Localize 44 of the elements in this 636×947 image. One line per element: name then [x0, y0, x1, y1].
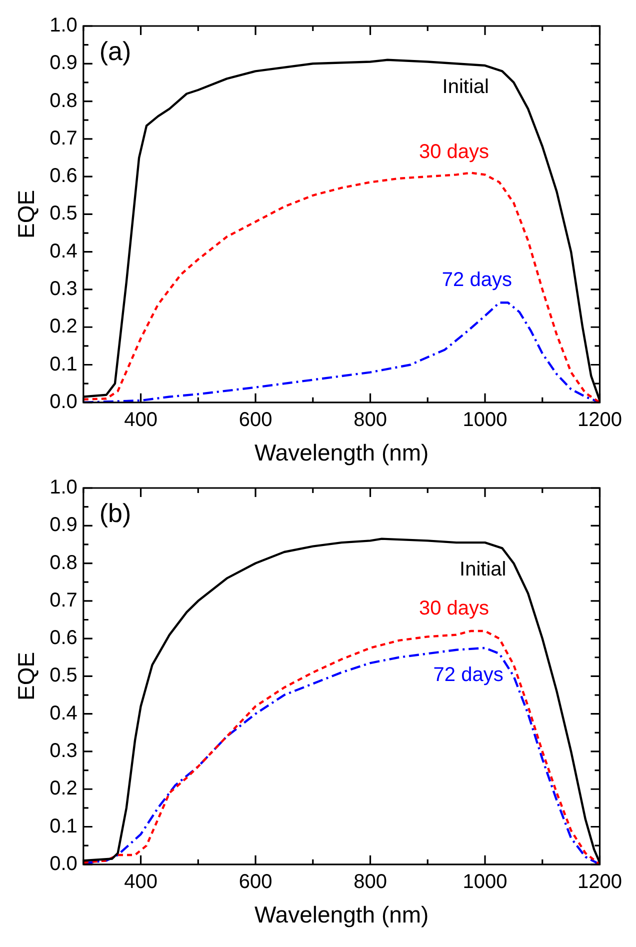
- y-tick-label: 0.6: [50, 165, 78, 188]
- x-tick-label: 1000: [462, 870, 508, 893]
- y-tick-label: 0.9: [50, 52, 78, 74]
- y-tick-label: 0.3: [50, 278, 78, 300]
- series-label: Initial: [460, 558, 506, 581]
- x-tick-label: 400: [124, 408, 158, 431]
- x-tick-label: 600: [238, 870, 272, 893]
- y-tick-label: 0.2: [50, 316, 78, 338]
- x-tick-label: 800: [354, 870, 387, 893]
- y-tick-label: 1.0: [50, 476, 78, 499]
- x-tick-label: 1000: [462, 408, 508, 431]
- x-tick-label: 600: [238, 408, 272, 431]
- y-tick-label: 0.3: [50, 740, 78, 762]
- y-axis-title: EQE: [13, 652, 40, 700]
- y-tick-label: 0.7: [50, 127, 78, 150]
- x-tick-label: 800: [354, 408, 387, 431]
- y-tick-label: 0.5: [50, 664, 78, 687]
- y-tick-label: 0.2: [50, 778, 78, 800]
- series-label: 30 days: [418, 141, 490, 164]
- series-label: 72 days: [433, 664, 504, 686]
- series-label: 72 days: [442, 269, 512, 292]
- x-axis-title: Wavelength (nm): [254, 902, 429, 928]
- y-tick-label: 0.6: [50, 627, 78, 650]
- annotation: (a): [99, 36, 132, 66]
- x-tick-label: 400: [124, 870, 158, 893]
- series-label: 30 days: [418, 598, 490, 620]
- y-tick-label: 0.0: [50, 852, 78, 875]
- x-axis-title: Wavelength (nm): [254, 440, 429, 466]
- y-tick-label: 0.7: [50, 589, 78, 612]
- y-tick-label: 1.0: [50, 14, 78, 37]
- annotation: (b): [99, 498, 132, 528]
- y-tick-label: 0.8: [50, 552, 78, 574]
- y-tick-label: 0.8: [50, 90, 78, 112]
- y-tick-label: 0.1: [50, 353, 78, 376]
- y-tick-label: 0.0: [50, 390, 78, 413]
- x-tick-label: 1200: [578, 870, 622, 893]
- y-tick-label: 0.4: [50, 702, 78, 724]
- x-tick-label: 1200: [578, 408, 622, 431]
- y-tick-label: 0.9: [50, 514, 78, 536]
- y-tick-label: 0.1: [50, 815, 78, 838]
- series-label: Initial: [442, 76, 490, 98]
- y-axis-title: EQE: [13, 190, 40, 238]
- y-tick-label: 0.4: [50, 240, 78, 262]
- y-tick-label: 0.5: [50, 202, 78, 225]
